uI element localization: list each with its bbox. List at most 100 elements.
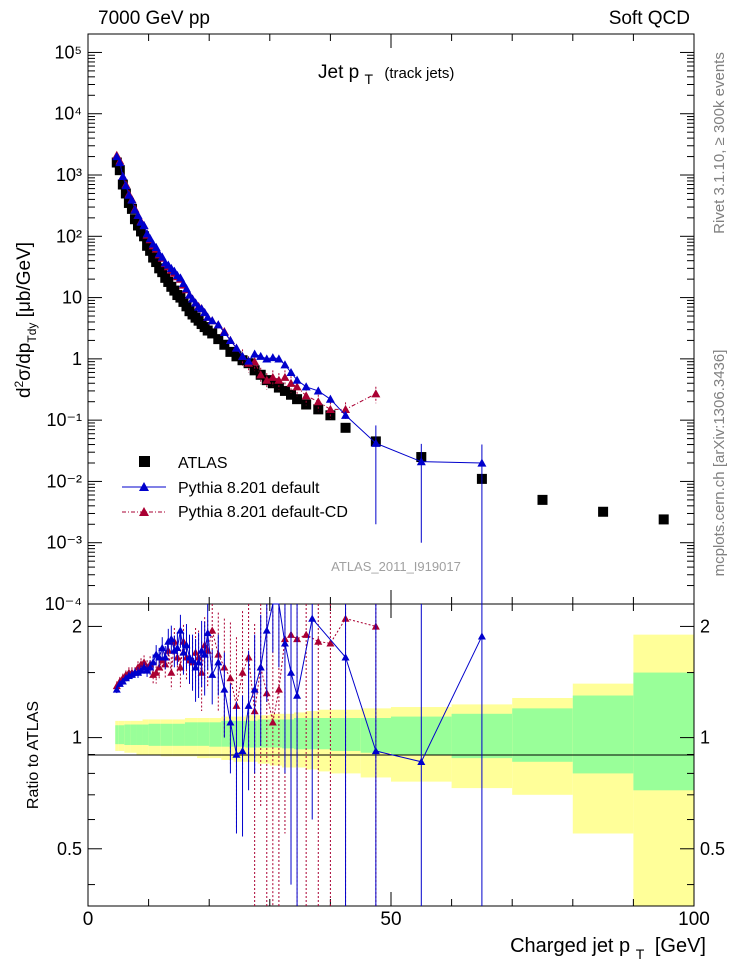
atlas-point [114,165,125,176]
band-inner [148,723,161,746]
default-point [244,356,254,365]
band-inner [124,724,131,745]
ratio-cd-point [274,685,283,693]
ratio-cd-point [167,668,176,676]
default-point [178,278,188,288]
legend-label-default: Pythia 8.201 default [178,480,320,497]
ratio-default-point [203,628,212,637]
default-point [301,382,311,391]
ratio-cd-point [140,658,149,666]
default-point [213,320,223,329]
ratio-default-point [197,646,206,654]
cd-point [286,378,296,387]
ratio-default-point [146,663,155,671]
rivet-version-label: Rivet 3.1.10, ≥ 300k events [711,52,728,234]
x-axis-label-main: Charged jet p [510,935,630,957]
x-tick-label: 50 [380,909,401,930]
default-point [416,457,426,466]
cd-point [301,391,311,400]
atlas-point [279,385,290,396]
y-axis-label-ratio: Ratio to ATLAS [25,701,42,809]
ratio-default-point [158,643,167,652]
analysis-watermark: ATLAS_2011_I919017 [331,559,461,574]
ratio-cd-point [176,663,185,671]
atlas-point [537,494,548,505]
default-point [145,234,155,243]
ratio-cd-point [208,626,217,634]
default-point [274,354,284,363]
band-inner [184,722,198,746]
atlas-point [126,203,137,214]
ratio-default-point [477,632,486,640]
y-tick-label: 1 [72,349,82,369]
ratio-tick-label: 0.5 [57,839,82,859]
band-inner [118,725,125,745]
band-inner [136,724,143,745]
x-tick-label: 100 [678,909,710,930]
band-inner [130,724,137,745]
ratio-default-point [226,718,235,726]
legend-marker-atlas [139,456,150,467]
ratio-default-point [173,643,182,652]
default-point [225,335,235,345]
default-point [280,360,290,369]
atlas-point [145,245,156,256]
atlas-point [301,399,312,410]
atlas-point [151,257,162,268]
y-tick-label: 10 [62,288,82,308]
atlas-point [249,365,260,376]
cd-point [280,372,290,381]
atlas-point [157,267,168,278]
plot-title-main: Jet p [318,62,359,83]
legend: ATLAS Pythia 8.201 default Pythia 8.201 … [122,455,348,521]
y-tick-label: 10³ [56,165,82,185]
ratio-default-point [208,670,217,678]
ratio-tick-label-right: 0.5 [700,839,725,859]
energy-label: 7000 GeV pp [98,8,210,29]
default-point [207,316,217,325]
ratio-cd-point [302,630,311,638]
atlas-point [225,346,236,357]
ratio-default-point [232,750,241,758]
legend-marker-cd [139,507,149,516]
atlas-point [142,240,153,251]
default-point [231,343,241,352]
atlas-point [313,404,324,415]
ratio-default-point [256,663,265,671]
cd-point [325,404,335,413]
default-point [219,327,229,337]
default-point [118,171,128,180]
band-inner [115,725,119,745]
y-tick-label: 10⁻² [46,471,82,491]
cd-point [256,370,266,379]
default-point [371,438,381,447]
band-inner [257,719,270,748]
cd-point [250,357,260,366]
y-axis-label-main: d2σ/dpTdy [μb/GeV] [12,242,39,398]
ratio-default-point [182,641,191,649]
ratio-default-point [214,658,223,666]
series-line-default [116,156,482,464]
cd-point [262,375,272,384]
ratio-tick-label: 2 [72,616,82,636]
band-inner [142,724,149,745]
band-inner [172,723,185,746]
default-point [121,181,131,190]
band-inner [281,719,295,749]
plot-title-suffix: (track jets) [384,65,454,82]
legend-marker-default [139,482,149,491]
default-point [256,351,266,360]
atlas-point [658,514,669,525]
ratio-default-point [161,653,170,661]
ratio-tick-label-right: 1 [700,728,710,748]
ratio-default-point [262,626,271,634]
ratio-default-point [293,691,302,699]
ratio-default-point [112,685,121,693]
default-point [151,242,161,251]
plot-title-sub: T [364,71,373,87]
ratio-cd-point [314,637,323,645]
series-line-default-cd [116,155,377,410]
ratio-tick-label: 1 [72,728,82,748]
x-tick-label: 0 [83,909,94,930]
ratio-default-point [250,685,259,693]
